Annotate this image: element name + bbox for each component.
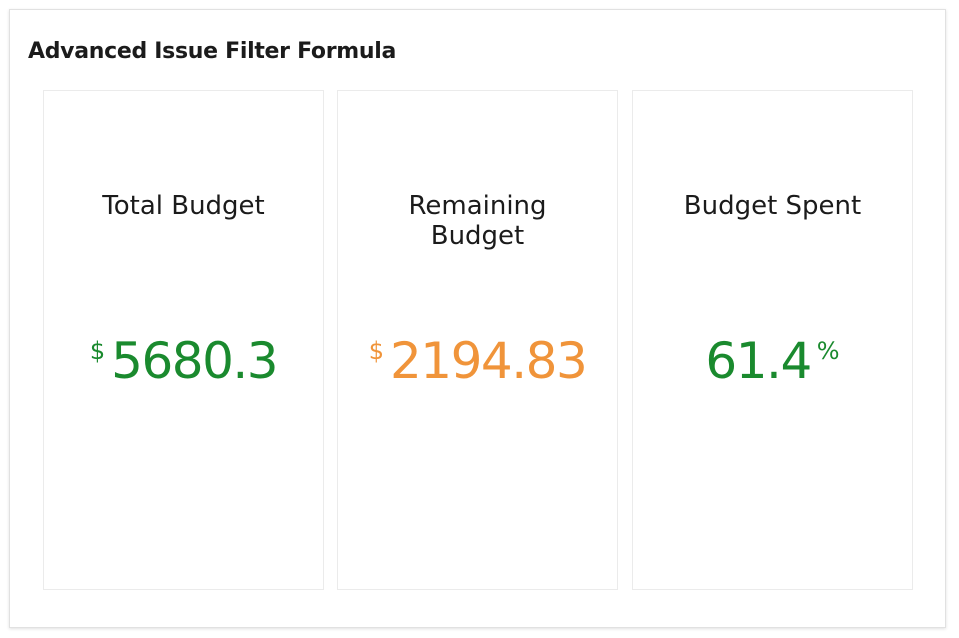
total-budget-card: Total Budget $5680.3	[43, 90, 324, 590]
card-label: Budget Spent	[683, 191, 862, 221]
card-value: 61.4%	[633, 331, 912, 403]
budget-widget: Advanced Issue Filter Formula Total Budg…	[9, 9, 946, 628]
value-number: 61.4	[705, 332, 812, 390]
budget-spent-card: Budget Spent 61.4%	[632, 90, 913, 590]
value-number: 2194.83	[390, 332, 588, 390]
currency-symbol: $	[89, 337, 106, 365]
card-value: $5680.3	[44, 331, 323, 403]
card-value: $2194.83	[338, 331, 617, 403]
widget-title: Advanced Issue Filter Formula	[28, 39, 397, 64]
remaining-budget-card: Remaining Budget $2194.83	[337, 90, 618, 590]
currency-symbol: $	[368, 337, 384, 365]
value-number: 5680.3	[111, 332, 278, 390]
percent-symbol: %	[816, 337, 840, 365]
card-label: Total Budget	[102, 191, 265, 221]
card-label: Remaining Budget	[408, 191, 547, 251]
